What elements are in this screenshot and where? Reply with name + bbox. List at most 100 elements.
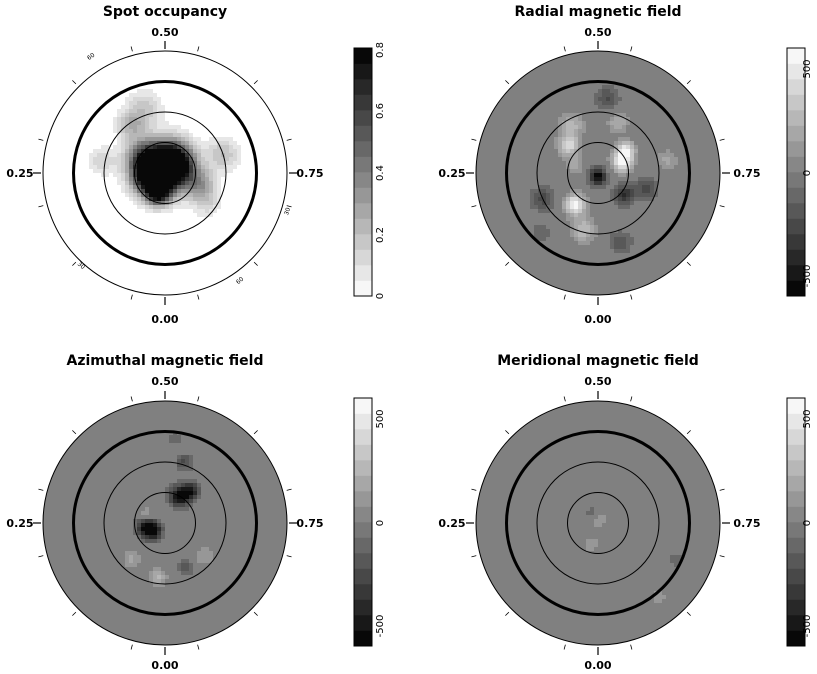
map-cell <box>642 189 646 193</box>
map-cell <box>161 209 165 213</box>
phase-label-right: 0.75 <box>733 167 760 180</box>
map-cell <box>538 205 542 209</box>
map-cell <box>193 487 197 491</box>
colorbar-swatches <box>353 397 373 647</box>
map-cell <box>157 173 161 177</box>
map-cell <box>169 435 173 439</box>
map-cell <box>161 113 165 117</box>
outer-ring <box>475 400 721 646</box>
map-cell <box>177 177 181 181</box>
map-cell <box>558 153 562 157</box>
phase-tick <box>72 261 77 266</box>
map-cell <box>137 535 141 539</box>
map-cell <box>165 181 169 185</box>
map-cell <box>197 169 201 173</box>
map-cell <box>181 563 185 567</box>
map-cell <box>586 543 590 547</box>
map-cell <box>594 97 598 101</box>
map-cell <box>197 559 201 563</box>
colorbar-swatch <box>354 94 372 111</box>
map-cell <box>670 153 674 157</box>
map-cell <box>614 149 618 153</box>
map-cell <box>129 555 133 559</box>
map-cell <box>161 165 165 169</box>
map-cell <box>113 121 117 125</box>
map-cell <box>165 149 169 153</box>
map-cell <box>614 165 618 169</box>
map-cell <box>93 169 97 173</box>
map-cell <box>137 109 141 113</box>
map-cell <box>610 161 614 165</box>
map-cell <box>145 89 149 93</box>
map-cell <box>630 165 634 169</box>
map-cell <box>193 483 197 487</box>
colorbar-swatch <box>354 48 372 64</box>
map-cell <box>181 197 185 201</box>
map-cell <box>169 157 173 161</box>
phase-label-top: 0.50 <box>584 375 611 388</box>
map-cell <box>149 113 153 117</box>
map-cell <box>606 105 610 109</box>
map-cell <box>662 161 666 165</box>
map-cell <box>157 579 161 583</box>
map-cell <box>181 201 185 205</box>
map-cell <box>137 113 141 117</box>
map-cell <box>149 571 153 575</box>
map-cell <box>165 121 169 125</box>
map-cell <box>598 105 602 109</box>
map-cell <box>590 539 594 543</box>
map-cell <box>101 165 105 169</box>
map-cell <box>578 209 582 213</box>
map-cell <box>602 169 606 173</box>
map-cell <box>530 189 534 193</box>
map-cell <box>558 125 562 129</box>
map-cell <box>193 491 197 495</box>
map-cell <box>125 161 129 165</box>
map-cell <box>169 185 173 189</box>
map-cell <box>149 89 153 93</box>
map-cell <box>149 201 153 205</box>
map-cell <box>229 153 233 157</box>
map-cell <box>213 189 217 193</box>
map-cell <box>169 129 173 133</box>
map-cell <box>594 185 598 189</box>
map-cell <box>626 193 630 197</box>
colorbar-swatch <box>354 110 372 126</box>
map-cell <box>570 137 574 141</box>
map-cell <box>161 575 165 579</box>
map-cell <box>566 197 570 201</box>
map-cell <box>205 205 209 209</box>
map-cell <box>658 591 662 595</box>
map-cell <box>598 185 602 189</box>
map-cells <box>476 401 720 645</box>
map-cell <box>582 233 586 237</box>
map-cell <box>157 113 161 117</box>
map-cell <box>181 205 185 209</box>
map-cell <box>618 249 622 253</box>
map-cell <box>622 249 626 253</box>
map-cell <box>153 189 157 193</box>
map-cell <box>217 185 221 189</box>
map-cell <box>630 157 634 161</box>
map-cell <box>618 149 622 153</box>
map-cell <box>646 189 650 193</box>
phase-tick <box>130 294 133 300</box>
colorbar-swatch <box>354 172 372 188</box>
map-cell <box>177 507 181 511</box>
phase-tick <box>686 261 691 266</box>
map-cell <box>141 193 145 197</box>
map-cell <box>133 157 137 161</box>
map-cell <box>173 177 177 181</box>
map-cell <box>566 117 570 121</box>
map-cell <box>570 197 574 201</box>
map-cell <box>574 113 578 117</box>
map-cell <box>550 205 554 209</box>
map-cell <box>93 149 97 153</box>
map-cell <box>566 193 570 197</box>
map-cell <box>626 153 630 157</box>
phase-tick <box>505 80 510 85</box>
map-cell <box>574 193 578 197</box>
map-cell <box>117 177 121 181</box>
map-cell <box>117 117 121 121</box>
map-cell <box>149 93 153 97</box>
